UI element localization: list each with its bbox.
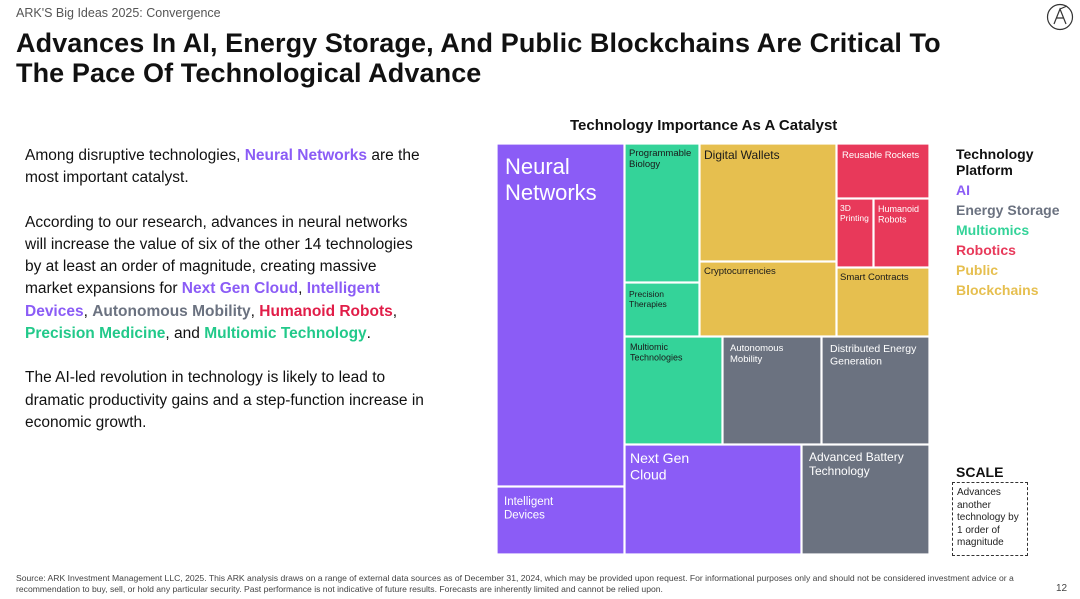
treemap-tile-rect	[821, 336, 930, 445]
legend-entry-robotics: Robotics	[956, 242, 1016, 258]
treemap-tile-label: Humanoid Robots	[878, 204, 919, 225]
treemap-tile-label: Reusable Rockets	[842, 150, 919, 161]
slide-kicker: ARK'S Big Ideas 2025: Convergence	[16, 6, 221, 20]
treemap-tile-label: Programmable Biology	[629, 148, 691, 170]
page-number: 12	[1056, 583, 1068, 594]
treemap-tile-label: Autonomous Mobility	[730, 343, 784, 365]
treemap-tile: Precision Therapies	[624, 282, 700, 337]
treemap-tile-label: Advanced Battery Technology	[809, 450, 904, 478]
treemap-tile: Autonomous Mobility	[722, 336, 822, 445]
treemap-tile: Intelligent Devices	[496, 486, 625, 555]
legend-entry-multiomics: Multiomics	[956, 222, 1030, 238]
treemap-tile-rect	[836, 267, 930, 337]
paragraph-2: According to our research, advances in n…	[25, 213, 413, 343]
treemap-tile-label: Distributed Energy Generation	[830, 343, 917, 367]
highlight-neural-networks: Neural Networks	[244, 147, 368, 164]
treemap-tile-rect	[801, 444, 930, 555]
treemap-tile-rect	[836, 198, 874, 268]
treemap-tile-rect	[699, 143, 837, 262]
treemap-tile: Multiomic Technologies	[624, 336, 723, 445]
treemap-tile-label: Cryptocurrencies	[704, 266, 776, 277]
treemap-tile-rect	[722, 336, 822, 445]
treemap-tile: Next Gen Cloud	[624, 444, 802, 555]
treemap-tile-rect	[496, 486, 625, 555]
treemap-tile-rect	[699, 261, 837, 337]
treemap-tile-rect	[836, 143, 930, 199]
highlight-humanoid-robots: Humanoid Robots	[259, 302, 393, 320]
paragraph-1: Among disruptive technologies, Neural Ne…	[25, 147, 420, 187]
legend-entry-energy-storage: Energy Storage	[956, 202, 1060, 218]
treemap-tile-rect	[873, 198, 930, 268]
legend-entry-ai: AI	[956, 182, 970, 198]
source-footnote: Source: ARK Investment Management LLC, 2…	[16, 573, 1014, 594]
chart-title: Technology Importance As A Catalyst	[570, 117, 838, 134]
treemap-tile-rect	[496, 143, 625, 487]
treemap-tile-label: 3D Printing	[840, 203, 869, 223]
highlight-intelligent-devices: Intelligent Devices	[25, 280, 380, 320]
treemap-tile: Cryptocurrencies	[699, 261, 837, 337]
legend-title: Technology Platform	[956, 146, 1034, 178]
highlight-autonomous-mobility: Autonomous Mobility	[92, 302, 251, 320]
treemap-tile-label: Smart Contracts	[840, 272, 909, 283]
treemap-tile-label: Digital Wallets	[704, 148, 780, 162]
treemap-tile: Advanced Battery Technology	[801, 444, 930, 555]
scale-title: SCALE	[956, 464, 1004, 480]
highlight-multiomic-technology: Multiomic Technology	[204, 325, 367, 343]
legend-entry-public-blockchains: Public Blockchains	[956, 262, 1039, 298]
legend: Technology Platform AI Energy Storage Mu…	[956, 146, 1066, 300]
treemap-tile-rect	[624, 336, 723, 445]
treemap-tile: Neural Networks	[496, 143, 625, 487]
body-copy: Among disruptive technologies, Neural Ne…	[25, 145, 425, 456]
treemap-tile: Digital Wallets	[699, 143, 837, 262]
paragraph-3: The AI-led revolution in technology is l…	[25, 369, 424, 431]
treemap-tile-rect	[624, 143, 700, 283]
treemap-tile-label: Multiomic Technologies	[630, 342, 683, 363]
treemap-tile-label: Precision Therapies	[629, 289, 667, 309]
ark-logo-icon	[1046, 3, 1074, 31]
treemap-tile-label: Next Gen Cloud	[630, 450, 689, 483]
treemap-tile: Humanoid Robots	[873, 198, 930, 268]
page-title: Advances In AI, Energy Storage, And Publ…	[16, 28, 941, 88]
highlight-next-gen-cloud: Next Gen Cloud	[181, 280, 299, 298]
treemap-tile: 3D Printing	[836, 198, 874, 268]
treemap-tile: Reusable Rockets	[836, 143, 930, 199]
treemap-tile: Smart Contracts	[836, 267, 930, 337]
treemap-tile-label: Intelligent Devices	[504, 496, 554, 522]
treemap-tile-rect	[624, 282, 700, 337]
treemap-tile: Programmable Biology	[624, 143, 700, 283]
treemap-tile-label: Neural Networks	[505, 154, 597, 205]
highlight-precision-medicine: Precision Medicine	[25, 325, 166, 343]
scale-box: Advances another technology by 1 order o…	[952, 482, 1028, 556]
treemap-tile-rect	[624, 444, 802, 555]
treemap-tile: Distributed Energy Generation	[821, 336, 930, 445]
